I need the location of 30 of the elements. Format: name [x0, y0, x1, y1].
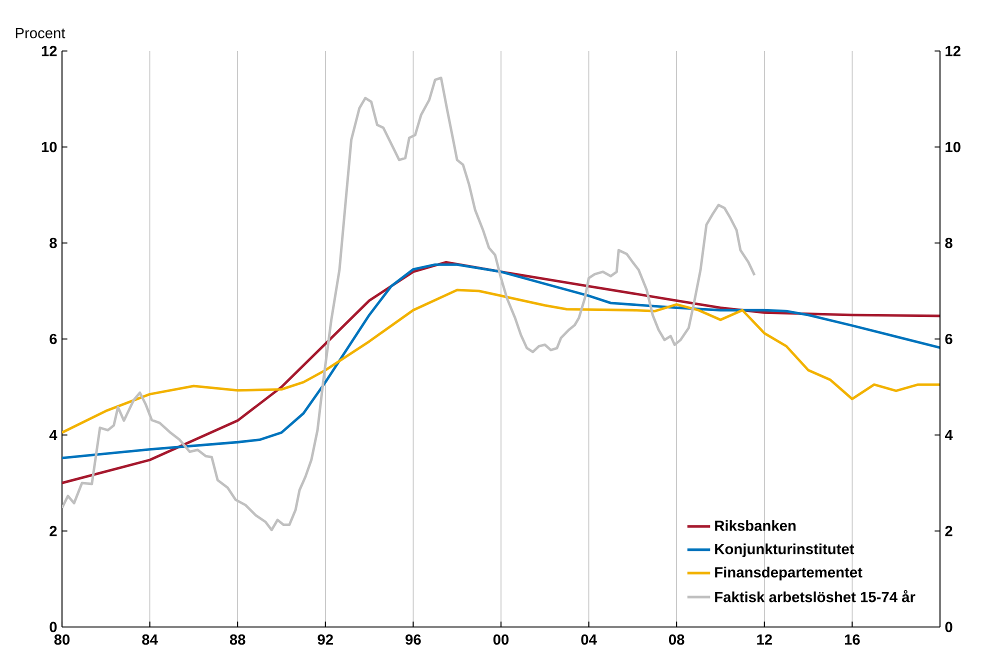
legend-label: Konjunkturinstitutet: [715, 543, 854, 558]
y2-tick-label: 8: [945, 238, 952, 248]
y-tick-label: 6: [50, 334, 57, 344]
legend-label: Faktisk arbetslöshet 15-74 år: [715, 590, 916, 602]
x-tick-label: 12: [757, 634, 772, 645]
legend-label: Finansdepartementet: [715, 566, 862, 580]
x-tick-label: 92: [318, 634, 333, 645]
legend-label: Riksbanken: [715, 520, 796, 531]
x-tick-label: 88: [230, 634, 246, 645]
y-axis-title: Procent: [16, 28, 66, 38]
x-tick-label: 00: [493, 634, 509, 645]
x-tick-label: 96: [406, 634, 421, 645]
y2-tick-label: 2: [945, 526, 952, 536]
x-tick-label: 84: [142, 634, 158, 645]
y-tick-label: 12: [42, 46, 57, 56]
y2-tick-label: 4: [944, 430, 953, 440]
y-tick-label: 2: [50, 526, 57, 536]
y-tick-label: 0: [50, 622, 57, 632]
x-tick-label: 80: [54, 634, 70, 645]
x-tick-label: 04: [581, 634, 597, 645]
y-tick-label: 10: [42, 142, 57, 152]
line-series: [62, 288, 940, 434]
y-tick-label: 4: [49, 430, 58, 440]
y2-tick-label: 6: [945, 334, 952, 344]
y2-tick-label: 10: [946, 142, 960, 152]
y2-tick-label: 0: [945, 622, 952, 632]
x-tick-label: 16: [844, 634, 860, 645]
y-tick-label: 8: [50, 238, 57, 248]
x-tick-label: 08: [669, 634, 684, 645]
y2-tick-label: 12: [946, 46, 960, 56]
